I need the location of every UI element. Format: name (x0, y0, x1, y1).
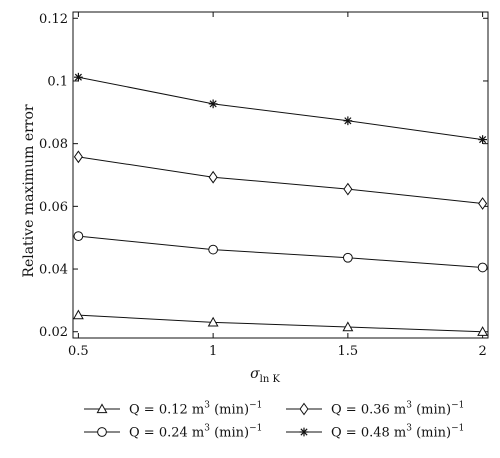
legend-label-sup: 3 (204, 401, 210, 411)
legend-marker-circle (97, 427, 107, 437)
y-tick-label: 0.08 (39, 137, 68, 152)
marker-circle-shape (73, 231, 84, 241)
series-asterisk (74, 72, 487, 144)
data-point-asterisk (208, 99, 218, 109)
data-point-triangle (477, 326, 489, 336)
data-point-diamond (343, 182, 353, 196)
legend-label-unit: (min) (210, 403, 249, 418)
marker-asterisk-stroke (209, 100, 217, 108)
legend-label: Q = 0.24 m3 (min)−1 (129, 424, 262, 441)
axis-ticks: 0.5 1 1.5 2 0.02 0.04 0.06 0.08 0.1 0.12 (39, 12, 488, 359)
legend-label-sup: 3 (406, 401, 412, 411)
legend-marker-asterisk (299, 427, 309, 437)
marker-diamond-shape (299, 402, 309, 416)
data-point-diamond (478, 197, 488, 210)
data-point-circle (477, 262, 488, 273)
x-axis-label: σln K (250, 366, 280, 385)
data-point-circle (208, 244, 218, 255)
legend-label: Q = 0.12 m3 (min)−1 (129, 401, 262, 418)
marker-asterisk-stroke (300, 428, 308, 436)
legend-label-main: Q = 0.36 m (331, 403, 406, 418)
marker-triangle-shape (342, 321, 354, 332)
y-tick-label: 0.02 (39, 325, 68, 340)
plot-area (72, 11, 489, 339)
data-point-asterisk (478, 135, 487, 144)
marker-diamond-shape (73, 150, 83, 164)
data-point-triangle (342, 321, 354, 332)
legend-marker-triangle (96, 403, 108, 414)
series-line (78, 235, 483, 268)
legend-label-sup2: −1 (249, 424, 262, 434)
marker-triangle-shape (207, 316, 219, 327)
legend-label: Q = 0.36 m3 (min)−1 (331, 401, 464, 418)
marker-circle-shape (477, 262, 488, 273)
legend-label-sup2: −1 (451, 424, 464, 434)
series-layer (72, 72, 489, 336)
data-point-circle (73, 231, 84, 241)
marker-diamond-shape (343, 182, 353, 196)
marker-circle-shape (208, 244, 218, 255)
legend-label-main: Q = 0.48 m (331, 426, 406, 441)
legend-label-unit: (min) (210, 426, 249, 441)
legend-label-main: Q = 0.12 m (129, 403, 204, 418)
plot-frame (72, 11, 489, 339)
data-point-asterisk (343, 116, 353, 126)
data-point-triangle (207, 316, 219, 327)
series-line (78, 156, 483, 205)
y-axis-label: Relative maximum error (21, 104, 37, 278)
marker-triangle-shape (96, 403, 108, 414)
y-tick-label: 0.1 (47, 74, 68, 89)
legend-label-unit: (min) (412, 403, 451, 418)
legend-item-asterisk: Q = 0.48 m3 (min)−1 (286, 424, 464, 441)
legend-label-sup2: −1 (451, 401, 464, 411)
legend-label-unit: (min) (412, 426, 451, 441)
series-circle (73, 231, 488, 273)
data-point-circle (343, 252, 353, 263)
legend-item-circle: Q = 0.24 m3 (min)−1 (84, 424, 262, 441)
marker-circle-shape (97, 427, 107, 437)
legend-item-diamond: Q = 0.36 m3 (min)−1 (286, 401, 464, 418)
legend-label-sup2: −1 (249, 401, 262, 411)
x-tick-label: 0.5 (68, 344, 89, 359)
marker-asterisk-stroke (344, 117, 352, 125)
x-axis-label-sub: ln K (260, 374, 281, 385)
marker-diamond-shape (478, 197, 488, 210)
marker-asterisk-stroke (479, 136, 487, 144)
legend-label-main: Q = 0.24 m (129, 426, 204, 441)
data-point-triangle (72, 309, 84, 320)
marker-triangle-shape (477, 326, 489, 336)
marker-asterisk-stroke (74, 73, 82, 81)
legend-item-triangle: Q = 0.12 m3 (min)−1 (84, 401, 262, 418)
series-line (78, 76, 483, 141)
x-tick-label: 2 (478, 344, 486, 359)
x-axis-label-main: σ (250, 366, 260, 382)
data-point-diamond (73, 150, 83, 164)
series-line (78, 314, 483, 333)
data-point-asterisk (74, 72, 83, 82)
y-tick-label: 0.04 (39, 263, 68, 278)
x-tick-label: 1.5 (338, 344, 359, 359)
legend-label-sup: 3 (204, 424, 210, 434)
marker-diamond-shape (208, 170, 218, 184)
y-tick-label: 0.06 (39, 200, 68, 215)
legend-marker-diamond (299, 402, 309, 416)
marker-triangle-shape (72, 309, 84, 320)
series-diamond (73, 150, 488, 210)
marker-circle-shape (343, 252, 353, 263)
legend-label-sup: 3 (406, 424, 412, 434)
x-tick-label: 1 (209, 344, 217, 359)
legend-label: Q = 0.48 m3 (min)−1 (331, 424, 464, 441)
legend: Q = 0.12 m3 (min)−1 Q = 0.36 m3 (min)−1Q … (84, 401, 464, 441)
y-tick-label: 0.12 (39, 12, 68, 27)
series-triangle (72, 309, 489, 336)
data-point-diamond (208, 170, 218, 184)
